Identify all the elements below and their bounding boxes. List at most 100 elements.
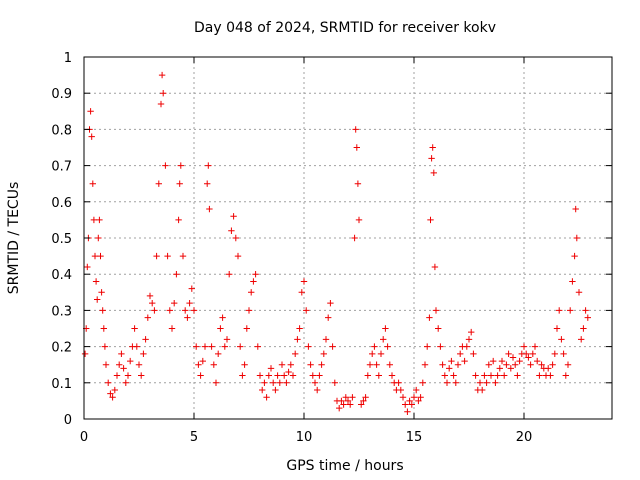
data-point xyxy=(210,361,217,368)
data-point xyxy=(107,390,114,397)
data-point xyxy=(188,285,195,292)
data-point xyxy=(514,372,521,379)
data-point xyxy=(446,365,453,372)
data-point xyxy=(380,336,387,343)
data-point xyxy=(468,328,475,336)
data-point xyxy=(292,350,299,358)
data-point xyxy=(377,350,385,358)
data-point xyxy=(245,307,253,314)
data-point xyxy=(89,180,96,187)
data-point xyxy=(87,108,94,115)
data-point xyxy=(158,71,166,79)
data-point xyxy=(384,343,391,350)
data-point xyxy=(239,372,246,379)
data-point xyxy=(509,354,517,361)
data-point xyxy=(133,343,140,350)
data-point xyxy=(439,361,446,368)
data-point xyxy=(529,350,536,358)
data-point xyxy=(573,234,580,242)
data-point xyxy=(578,336,585,343)
data-point xyxy=(120,365,127,372)
data-point xyxy=(388,372,396,379)
data-point xyxy=(463,343,470,350)
data-point xyxy=(437,343,444,350)
data-point xyxy=(419,379,426,386)
data-point xyxy=(138,372,145,379)
data-point xyxy=(562,372,569,379)
data-point xyxy=(276,379,283,386)
y-tick-label: 0.6 xyxy=(51,196,72,211)
data-point xyxy=(516,357,523,365)
data-point xyxy=(300,278,308,285)
data-point xyxy=(545,365,552,372)
data-point xyxy=(272,386,279,394)
data-point xyxy=(404,408,411,415)
y-axis-label: SRMTID / TECUs xyxy=(6,182,22,295)
y-tick-label: 0.1 xyxy=(51,377,72,392)
data-point xyxy=(408,401,415,408)
data-point xyxy=(151,307,158,314)
data-point xyxy=(285,368,292,376)
x-tick-label: 5 xyxy=(190,430,198,445)
y-tick-label: 0.2 xyxy=(51,341,72,356)
data-point xyxy=(505,350,512,358)
data-point xyxy=(131,325,138,332)
data-point xyxy=(166,307,173,314)
data-point xyxy=(212,379,220,386)
data-point xyxy=(355,216,363,224)
data-point xyxy=(281,372,288,379)
data-point xyxy=(571,252,578,260)
data-point xyxy=(450,372,457,379)
data-point xyxy=(173,271,180,278)
y-tick-label: 0.3 xyxy=(51,304,72,319)
x-axis-label: GPS time / hours xyxy=(286,458,403,474)
data-point xyxy=(399,394,407,401)
data-point xyxy=(243,325,250,332)
data-point xyxy=(329,343,336,350)
data-point xyxy=(580,325,587,332)
data-point xyxy=(199,357,206,365)
data-point xyxy=(149,299,156,307)
data-point xyxy=(582,307,589,314)
data-point xyxy=(470,350,477,358)
data-point xyxy=(364,372,371,379)
data-point xyxy=(371,343,378,350)
data-point xyxy=(549,361,556,368)
data-point xyxy=(105,379,112,386)
data-point xyxy=(353,144,360,151)
data-point xyxy=(228,227,235,234)
data-point xyxy=(567,307,574,314)
data-point xyxy=(100,325,107,332)
y-tick-label: 0.5 xyxy=(51,232,72,247)
data-point xyxy=(362,394,369,401)
data-point xyxy=(553,325,561,332)
data-point xyxy=(325,314,332,321)
data-point xyxy=(223,336,231,343)
data-point xyxy=(88,133,95,140)
data-point xyxy=(498,357,506,365)
data-point xyxy=(195,361,202,368)
data-point xyxy=(531,343,539,350)
data-point xyxy=(551,350,558,358)
data-point xyxy=(267,365,275,372)
data-point xyxy=(375,372,382,379)
data-point xyxy=(351,234,358,242)
data-point xyxy=(395,379,402,386)
data-point xyxy=(421,361,429,368)
data-point xyxy=(494,372,501,379)
data-point xyxy=(142,336,149,343)
data-point xyxy=(303,307,310,314)
data-point xyxy=(492,379,499,386)
data-point xyxy=(431,263,439,271)
data-point xyxy=(91,252,99,260)
data-point xyxy=(331,379,338,386)
data-point xyxy=(305,343,312,350)
data-point xyxy=(127,357,134,365)
data-point xyxy=(349,394,356,401)
data-point xyxy=(135,361,143,368)
data-point xyxy=(483,379,490,386)
x-tick-label: 0 xyxy=(80,430,88,445)
data-point xyxy=(102,361,110,368)
